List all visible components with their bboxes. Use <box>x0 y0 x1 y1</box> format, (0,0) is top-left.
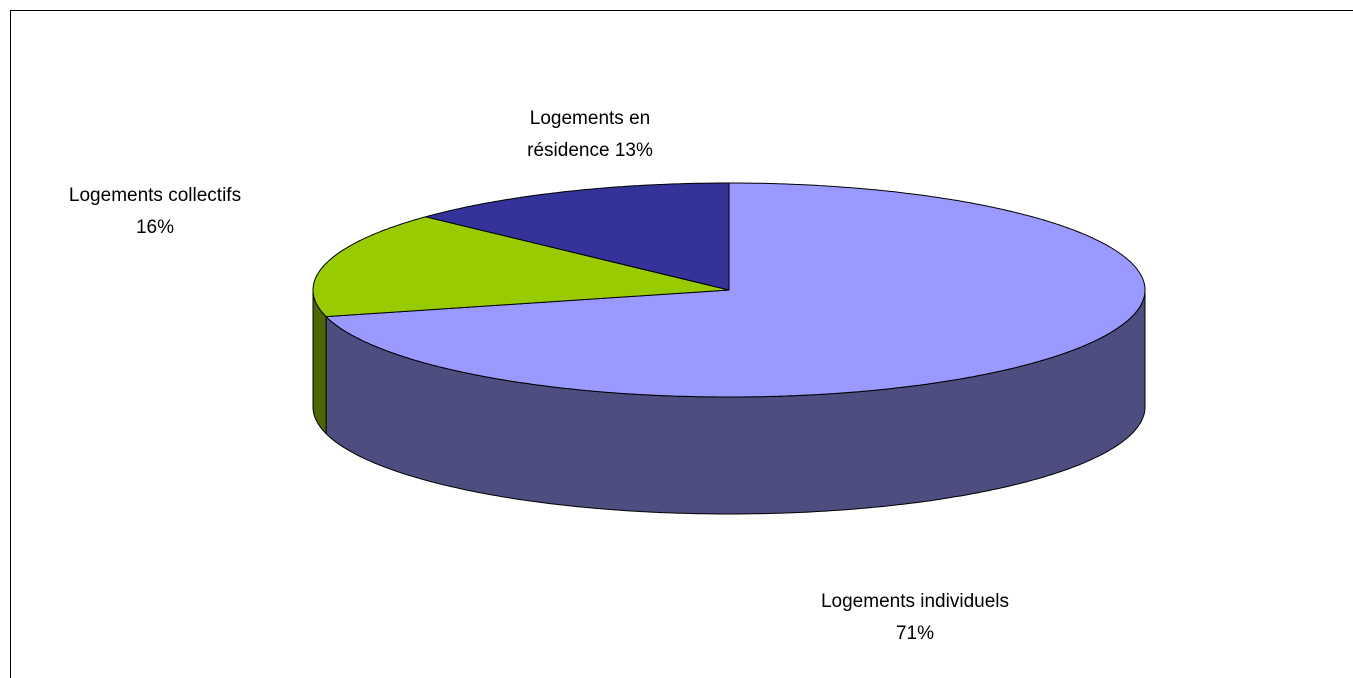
slice <box>324 182 1146 398</box>
slice <box>423 182 730 291</box>
data-label: Logements individuels 71% <box>805 586 1025 650</box>
slice <box>312 216 730 318</box>
label-category: Logements en résidence <box>527 108 651 161</box>
data-label: Logements collectifs 16% <box>55 180 255 244</box>
chart-frame <box>10 10 1353 678</box>
label-value: 16% <box>135 217 175 238</box>
label-value: 13% <box>614 140 653 161</box>
label-category: Logements individuels <box>820 591 1009 612</box>
data-label: Logements en résidence 13% <box>500 103 680 167</box>
label-value: 71% <box>895 623 935 644</box>
label-category: Logements collectifs <box>68 185 242 206</box>
